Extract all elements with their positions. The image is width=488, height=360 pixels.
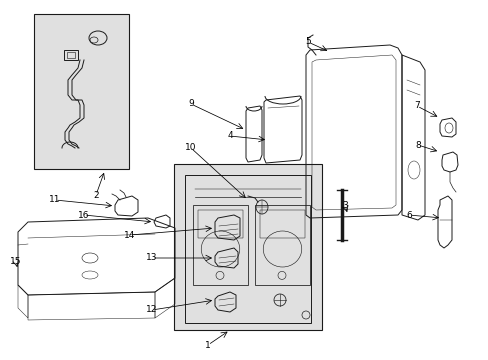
Text: 1: 1 [204,341,210,350]
Text: 15: 15 [10,257,21,266]
Text: 6: 6 [406,211,411,220]
Text: 2: 2 [93,190,99,199]
Text: 14: 14 [124,230,135,239]
Text: 11: 11 [49,195,61,204]
Bar [174,164,321,330]
Bar [254,205,309,285]
Bar [67,52,75,58]
Text: 9: 9 [188,99,193,108]
Text: 10: 10 [185,144,196,153]
Text: 8: 8 [414,140,420,149]
Text: 16: 16 [78,211,90,220]
Bar [260,210,305,238]
Text: 7: 7 [413,102,419,111]
Text: 3: 3 [342,201,347,210]
Bar [34,14,129,169]
Text: 4: 4 [227,131,232,140]
Text: 13: 13 [146,253,158,262]
Bar [198,210,243,238]
Text: 5: 5 [305,37,310,46]
Bar [64,50,78,60]
Bar [184,175,310,323]
Text: 12: 12 [146,306,157,315]
Bar [193,205,247,285]
